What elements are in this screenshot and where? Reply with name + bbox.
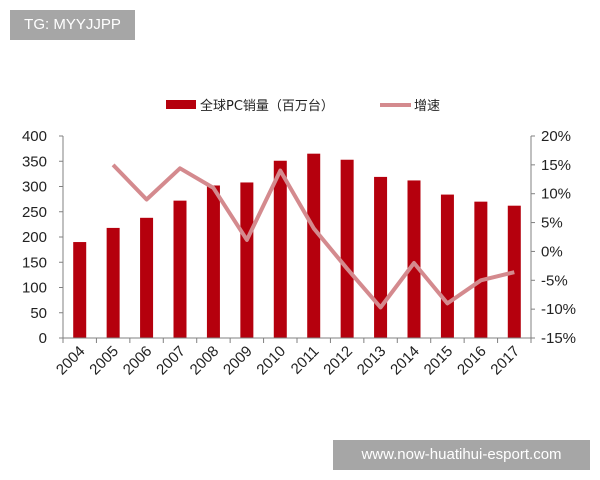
x-axis-tick: 2014: [387, 343, 423, 379]
x-axis: 2004200520062007200820092010201120122013…: [53, 337, 532, 379]
right-axis: -15% -10% -5% 0% 5% 10% 15% 20%: [530, 128, 576, 347]
right-axis-tick: -10%: [541, 301, 576, 318]
bar: [273, 160, 287, 338]
left-axis-tick: 50: [30, 305, 47, 322]
bar: [474, 201, 488, 338]
left-axis-tick: 0: [39, 330, 47, 347]
x-axis-tick: 2010: [253, 343, 289, 379]
bar: [407, 180, 421, 338]
legend-bar-label: 全球PC销量（百万台）: [200, 98, 334, 114]
x-axis-tick: 2009: [220, 343, 256, 379]
x-axis-tick: 2005: [86, 343, 122, 379]
right-axis-tick: 20%: [541, 128, 571, 145]
bar: [206, 185, 220, 338]
x-axis-tick: 2008: [187, 343, 223, 379]
x-axis-tick: 2013: [354, 343, 390, 379]
x-axis-tick: 2015: [421, 343, 457, 379]
left-axis-tick: 350: [22, 153, 47, 170]
bar: [374, 176, 388, 338]
line-series: [111, 163, 515, 310]
bar: [73, 242, 87, 338]
right-axis-tick: -15%: [541, 330, 576, 347]
bar: [340, 159, 354, 338]
x-axis-tick: 2016: [454, 343, 490, 379]
right-axis-tick: 0%: [541, 243, 563, 260]
growth-line: [111, 163, 515, 310]
right-axis-tick: 5%: [541, 215, 563, 232]
right-axis-tick: 15%: [541, 157, 571, 174]
left-axis-tick: 150: [22, 254, 47, 271]
watermark-url: www.now-huatihui-esport.com: [333, 440, 590, 470]
left-axis: 0 50 100 150 200 250 300 350 400: [22, 128, 64, 347]
left-axis-tick: 300: [22, 179, 47, 196]
left-axis-tick: 200: [22, 229, 47, 246]
bar: [507, 205, 521, 338]
x-axis-tick: 2017: [487, 343, 523, 379]
x-axis-tick: 2004: [53, 343, 89, 379]
bar-series: [73, 153, 521, 338]
x-axis-tick: 2012: [320, 343, 356, 379]
bar: [106, 227, 120, 338]
x-axis-tick: 2011: [288, 343, 323, 378]
legend: 全球PC销量（百万台） 增速: [166, 98, 440, 114]
x-axis-tick: 2007: [153, 343, 189, 379]
x-axis-tick: 2006: [120, 343, 156, 379]
left-axis-tick: 400: [22, 128, 47, 145]
right-axis-tick: 10%: [541, 186, 571, 203]
bar: [240, 182, 254, 338]
bar: [307, 153, 321, 338]
left-axis-tick: 100: [22, 280, 47, 297]
bar: [173, 200, 187, 338]
legend-line-label: 增速: [414, 99, 440, 114]
left-axis-tick: 250: [22, 204, 47, 221]
right-axis-tick: -5%: [541, 272, 568, 289]
bar: [440, 194, 454, 338]
bar: [140, 217, 154, 338]
legend-bar-swatch: [166, 100, 196, 109]
watermark-tag: TG: MYYJJPP: [10, 10, 135, 40]
